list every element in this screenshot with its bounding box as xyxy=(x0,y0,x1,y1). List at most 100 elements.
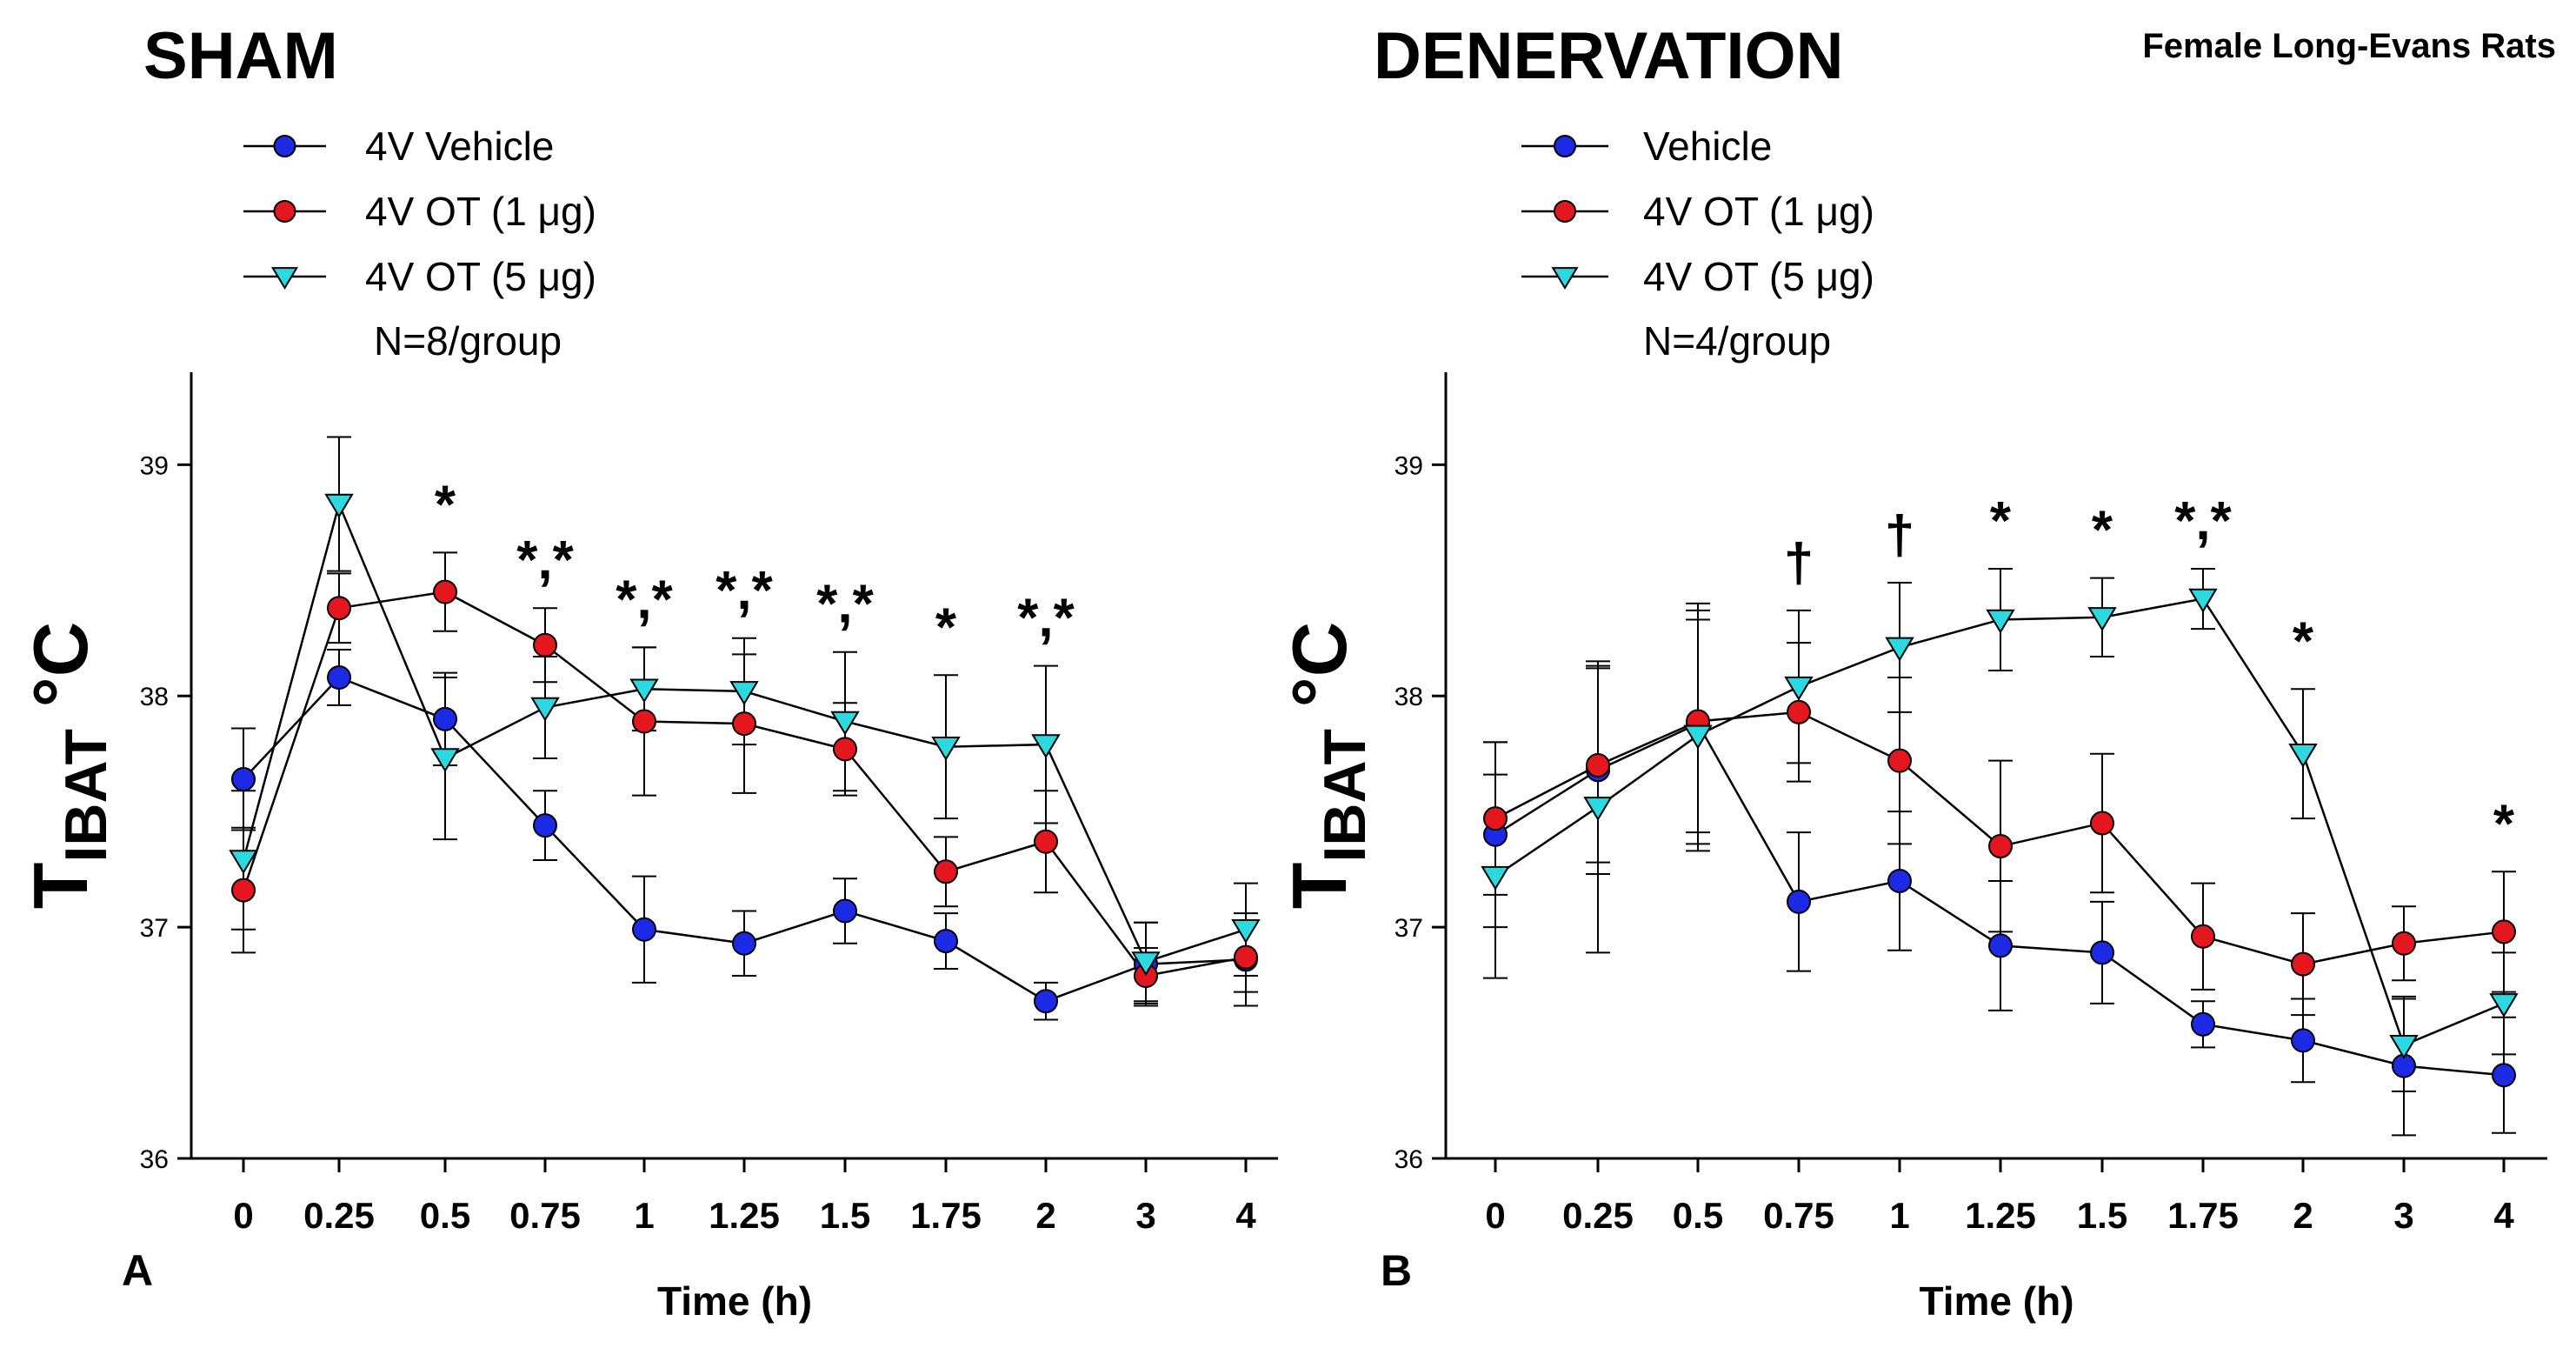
data-point xyxy=(1483,806,1508,831)
data-point xyxy=(229,850,258,875)
data-point xyxy=(533,813,557,838)
data-point xyxy=(231,878,256,903)
y-tick-label: 39 xyxy=(140,451,169,480)
panel-letter: B xyxy=(1381,1246,1412,1295)
y-axis-label-part: T xyxy=(1276,863,1362,910)
data-point xyxy=(1131,951,1161,977)
data-point xyxy=(1586,753,1610,777)
data-point xyxy=(2291,1028,2315,1053)
x-tick-label: 4 xyxy=(2493,1195,2514,1236)
y-axis-label-part: °C xyxy=(1276,622,1362,729)
y-axis-label: TIBAT °C xyxy=(1276,622,1378,910)
significance-marker: † xyxy=(1885,505,1914,565)
data-point xyxy=(2087,607,2117,631)
significance-marker: * xyxy=(1990,491,2012,551)
panel-letter: A xyxy=(122,1246,153,1295)
data-point xyxy=(1481,865,1510,891)
legend-marker xyxy=(1554,200,1576,223)
data-point xyxy=(732,711,756,737)
data-point xyxy=(1034,829,1058,854)
data-point xyxy=(632,709,656,734)
y-axis-label-part: T xyxy=(17,863,103,910)
y-tick-label: 38 xyxy=(140,683,169,711)
data-point xyxy=(530,697,560,722)
y-axis-label-part: °C xyxy=(17,622,103,729)
data-point xyxy=(1031,734,1061,759)
data-point xyxy=(2090,940,2114,965)
data-point xyxy=(1988,933,2013,958)
x-tick-label: 2 xyxy=(1035,1195,1055,1236)
x-tick-label: 0.75 xyxy=(1763,1195,1834,1236)
data-point xyxy=(1683,724,1713,750)
data-point xyxy=(934,859,958,884)
x-tick-label: 0 xyxy=(233,1195,253,1236)
data-point xyxy=(2392,931,2416,956)
x-tick-label: 0.5 xyxy=(1673,1195,1723,1236)
significance-marker: *,* xyxy=(716,561,773,621)
data-point xyxy=(1887,868,1912,893)
data-point xyxy=(2090,811,2114,836)
significance-marker: * xyxy=(935,597,957,657)
x-tick-label: 1 xyxy=(634,1195,654,1236)
x-tick-label: 1 xyxy=(1889,1195,1909,1236)
legend-label: 4V OT (5 μg) xyxy=(365,254,596,299)
x-axis-label: Time (h) xyxy=(657,1278,812,1324)
data-point xyxy=(433,579,457,604)
y-tick-label: 39 xyxy=(1395,451,1423,480)
legend-label: 4V OT (1 μg) xyxy=(1643,189,1874,234)
x-tick-label: 1.75 xyxy=(2167,1195,2239,1236)
data-point xyxy=(833,898,857,924)
data-point xyxy=(2291,951,2315,977)
legend-label: 4V OT (5 μg) xyxy=(1643,254,1874,299)
data-point xyxy=(324,493,354,518)
data-point xyxy=(1887,748,1912,773)
legend-label: Vehicle xyxy=(1643,123,1772,169)
y-tick-label: 36 xyxy=(140,1145,169,1174)
x-tick-label: 3 xyxy=(2393,1195,2413,1236)
legend-label: 4V Vehicle xyxy=(365,123,554,169)
chart-title: SHAM xyxy=(143,19,338,93)
significance-marker: *,* xyxy=(616,570,673,630)
y-axis-label: TIBAT °C xyxy=(17,622,119,910)
legend-note: N=4/group xyxy=(1643,318,1831,364)
y-tick-label: 38 xyxy=(1395,683,1423,711)
y-axis-label-part: IBAT xyxy=(53,729,119,863)
data-point xyxy=(1234,944,1258,970)
data-point xyxy=(2191,1011,2215,1037)
data-point xyxy=(231,766,256,791)
x-tick-label: 1.5 xyxy=(820,1195,870,1236)
data-point xyxy=(2288,743,2318,768)
data-point xyxy=(1787,699,1811,724)
data-point xyxy=(327,664,351,690)
x-tick-label: 4 xyxy=(1235,1195,1256,1236)
legend-marker xyxy=(270,267,299,290)
significance-marker: * xyxy=(2293,611,2314,671)
data-point xyxy=(1986,609,2015,634)
significance-marker: † xyxy=(1784,533,1814,593)
x-axis-label: Time (h) xyxy=(1919,1278,2073,1324)
data-point xyxy=(433,706,457,731)
y-axis-label-part: IBAT xyxy=(1312,729,1378,863)
legend-marker xyxy=(1551,267,1579,290)
data-point xyxy=(833,737,857,762)
x-tick-label: 0.75 xyxy=(509,1195,581,1236)
x-tick-label: 1.25 xyxy=(1965,1195,2036,1236)
data-point xyxy=(629,678,659,704)
data-point xyxy=(2188,588,2218,613)
chart-title: DENERVATION xyxy=(1374,19,1844,93)
x-tick-label: 0 xyxy=(1485,1195,1505,1236)
x-tick-label: 1.25 xyxy=(709,1195,780,1236)
legend-marker xyxy=(1554,135,1576,157)
data-point xyxy=(2489,993,2519,1018)
significance-marker: * xyxy=(435,475,456,535)
data-point xyxy=(1784,676,1814,701)
x-tick-label: 2 xyxy=(2293,1195,2313,1236)
data-point xyxy=(533,632,557,657)
data-point xyxy=(2191,924,2215,949)
data-point xyxy=(1787,889,1811,914)
data-point xyxy=(1231,919,1261,944)
data-point xyxy=(2492,919,2516,944)
significance-marker: *,* xyxy=(516,531,574,591)
data-point xyxy=(327,596,351,621)
data-point xyxy=(1988,834,2013,859)
